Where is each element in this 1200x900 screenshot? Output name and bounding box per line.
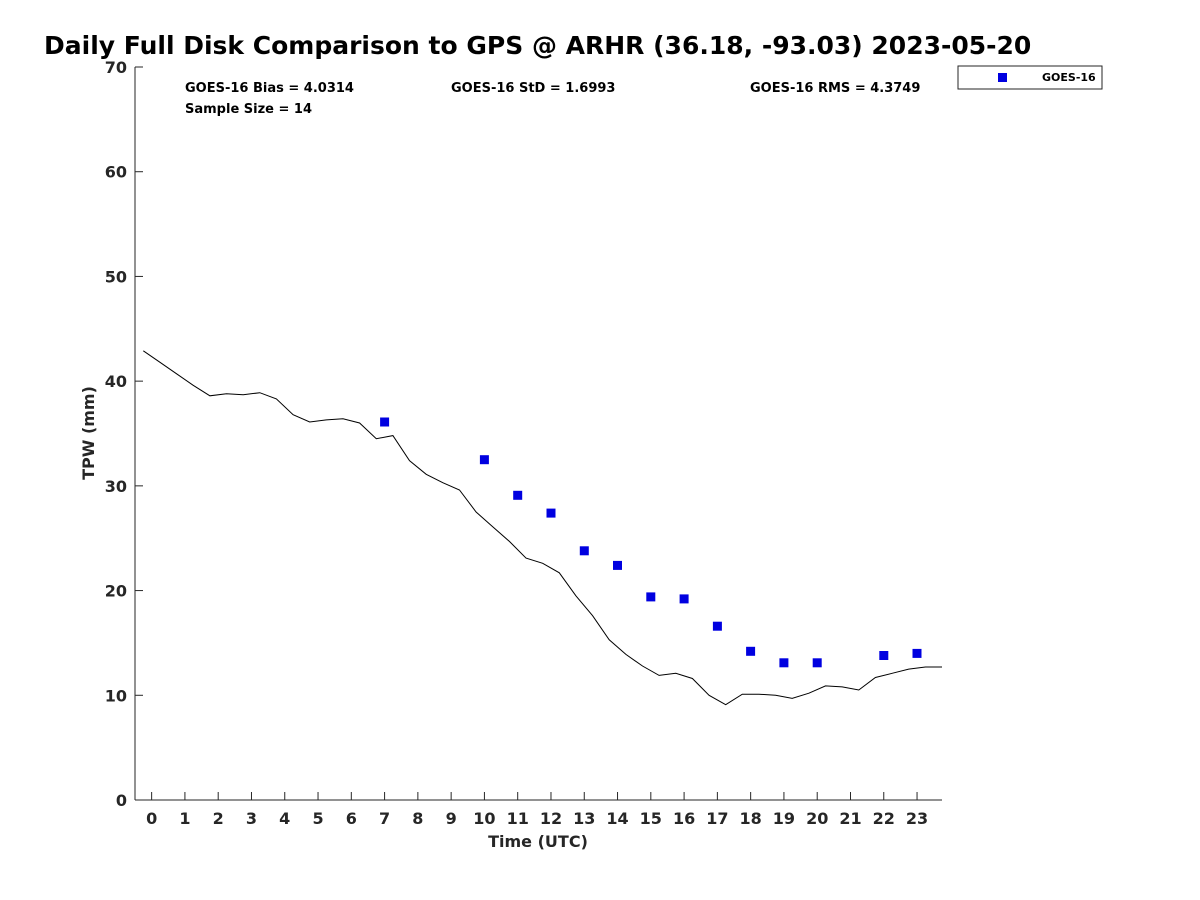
x-tick-label: 8 <box>412 809 423 828</box>
x-tick-label: 17 <box>706 809 728 828</box>
goes16-points <box>380 417 922 668</box>
x-tick-label: 1 <box>179 809 190 828</box>
y-axis-label: TPW (mm) <box>79 386 98 480</box>
goes16-point <box>912 648 922 658</box>
chart-title: Daily Full Disk Comparison to GPS @ ARHR… <box>44 31 1031 60</box>
y-tick-label: 10 <box>105 686 127 705</box>
y-tick-label: 40 <box>105 372 127 391</box>
y-tick-label: 50 <box>105 267 127 286</box>
x-tick-label: 2 <box>213 809 224 828</box>
goes16-point <box>513 490 523 500</box>
rms-stat: GOES-16 RMS = 4.3749 <box>750 81 920 96</box>
x-tick-label: 14 <box>606 809 628 828</box>
legend-marker <box>998 73 1007 82</box>
goes16-point <box>546 508 556 518</box>
x-tick-label: 9 <box>446 809 457 828</box>
x-tick-label: 5 <box>312 809 323 828</box>
y-tick-label: 0 <box>116 791 127 810</box>
goes16-point <box>479 455 489 465</box>
x-tick-label: 4 <box>279 809 290 828</box>
legend: GOES-16 <box>957 65 1103 90</box>
x-tick-label: 6 <box>346 809 357 828</box>
x-tick-label: 20 <box>806 809 828 828</box>
gps-line <box>143 350 942 706</box>
goes16-point <box>646 592 656 602</box>
x-tick-label: 12 <box>540 809 562 828</box>
goes16-point <box>779 658 789 668</box>
y-tick-label: 60 <box>105 163 127 182</box>
goes16-point <box>380 417 390 427</box>
x-axis-ticks: 0 1 2 3 4 5 6 7 8 9 10 11 12 13 14 15 16 17 18 19 20 21 22 23 <box>146 792 928 828</box>
x-tick-label: 11 <box>507 809 529 828</box>
x-tick-label: 19 <box>773 809 795 828</box>
goes16-point <box>679 594 689 604</box>
x-tick-label: 22 <box>873 809 895 828</box>
x-tick-label: 21 <box>839 809 861 828</box>
y-tick-label: 20 <box>105 582 127 601</box>
x-tick-label: 15 <box>640 809 662 828</box>
x-tick-label: 10 <box>473 809 495 828</box>
goes16-point <box>579 546 589 556</box>
x-tick-label: 7 <box>379 809 390 828</box>
x-axis-label: Time (UTC) <box>488 832 588 851</box>
std-stat: GOES-16 StD = 1.6993 <box>451 81 615 96</box>
x-tick-label: 13 <box>573 809 595 828</box>
x-tick-label: 18 <box>740 809 762 828</box>
goes16-point <box>812 658 822 668</box>
x-tick-label: 16 <box>673 809 695 828</box>
x-tick-label: 3 <box>246 809 257 828</box>
goes16-point <box>879 651 889 660</box>
legend-label: GOES-16 <box>1042 71 1096 84</box>
y-tick-label: 70 <box>105 58 127 77</box>
goes16-point <box>613 560 622 570</box>
goes16-point <box>746 646 756 656</box>
x-tick-label: 0 <box>146 809 157 828</box>
goes16-point <box>712 621 722 631</box>
y-tick-label: 30 <box>105 477 127 496</box>
y-axis-ticks: 0 10 20 30 40 50 60 70 <box>105 58 143 810</box>
sample-size-stat: Sample Size = 14 <box>185 102 312 117</box>
legend-box <box>957 65 1103 90</box>
x-tick-label: 23 <box>906 809 928 828</box>
bias-stat: GOES-16 Bias = 4.0314 <box>185 81 354 96</box>
